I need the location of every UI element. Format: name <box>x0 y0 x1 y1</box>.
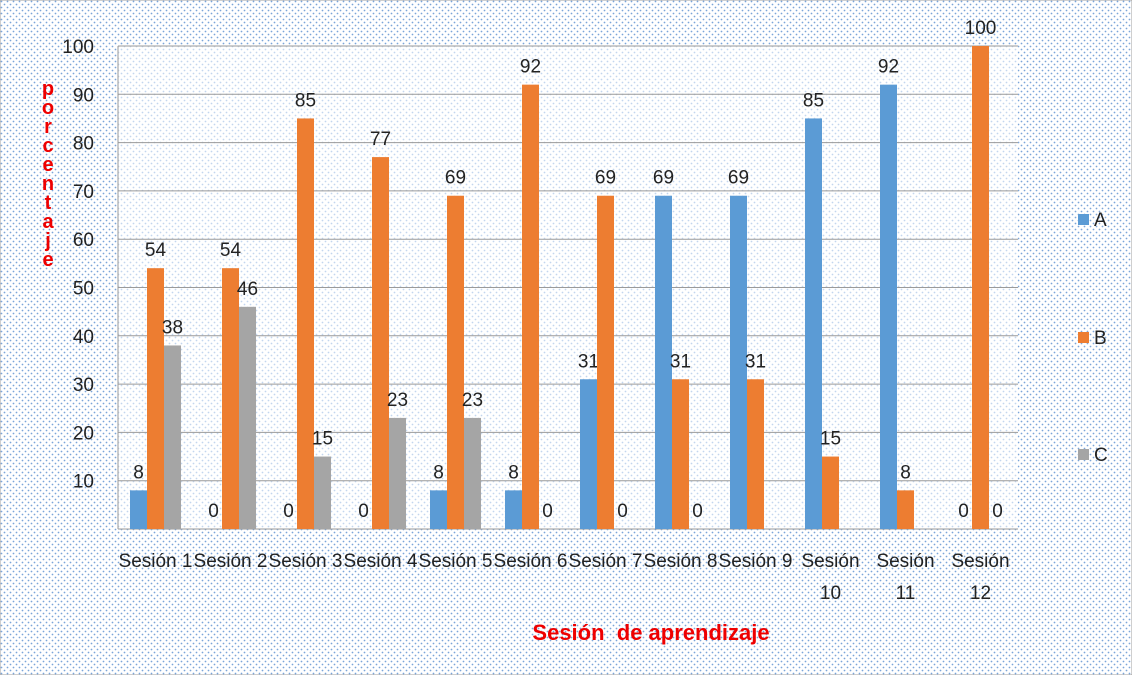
x-tick-label: Sesión 2 <box>193 551 268 572</box>
data-label: 69 <box>445 168 466 189</box>
y-tick-label: 60 <box>73 230 94 251</box>
data-label: 92 <box>520 57 541 78</box>
bar <box>389 417 406 529</box>
legend-label: C <box>1094 445 1108 466</box>
x-tick-label: Sesión 1 <box>118 551 193 572</box>
data-label: 23 <box>387 390 408 411</box>
bar <box>430 490 447 529</box>
data-label: 85 <box>803 90 824 111</box>
y-tick-label: 10 <box>73 472 94 493</box>
bar <box>747 379 764 529</box>
bar <box>164 345 181 529</box>
bar <box>147 268 164 529</box>
data-label: 92 <box>878 57 899 78</box>
x-tick-label: Sesión 11 <box>876 551 935 604</box>
data-label: 77 <box>370 129 391 150</box>
x-tick-label: Sesión 6 <box>493 551 568 572</box>
data-label: 8 <box>508 462 519 483</box>
bar <box>130 490 147 529</box>
bar <box>505 490 522 529</box>
data-label: 0 <box>542 501 553 522</box>
data-label: 15 <box>312 429 333 450</box>
x-tick-label: Sesión 12 <box>951 551 1010 604</box>
x-tick-label: Sesión 10 <box>801 551 860 604</box>
bar <box>464 417 481 529</box>
y-tick-label: 50 <box>73 279 94 300</box>
data-label: 69 <box>653 168 674 189</box>
bar <box>372 157 389 529</box>
legend-label: B <box>1094 328 1107 349</box>
y-tick-label: 90 <box>73 85 94 106</box>
bar <box>655 195 672 530</box>
x-tick-label: Sesión 4 <box>343 551 418 572</box>
data-label: 54 <box>145 240 167 261</box>
data-label: 0 <box>992 501 1003 522</box>
x-axis-title: Sesión de aprendizaje <box>532 620 770 645</box>
bar <box>522 84 539 529</box>
data-label: 8 <box>433 462 444 483</box>
y-tick-label: 40 <box>73 327 94 348</box>
data-label: 31 <box>670 351 691 372</box>
data-label: 31 <box>578 351 599 372</box>
legend-swatch <box>1078 449 1089 460</box>
bar <box>805 118 822 529</box>
bar <box>880 84 897 529</box>
data-label: 46 <box>237 279 258 300</box>
bar <box>447 195 464 530</box>
bar <box>239 306 256 529</box>
y-axis-title: porcentaje <box>37 78 59 268</box>
y-tick-label: 70 <box>73 182 94 203</box>
data-label: 69 <box>595 168 616 189</box>
bar <box>730 195 747 530</box>
data-label: 0 <box>958 501 969 522</box>
data-label: 15 <box>820 429 841 450</box>
x-tick-label: Sesión 3 <box>268 551 343 572</box>
data-label: 0 <box>692 501 703 522</box>
x-tick-label: Sesión 8 <box>643 551 718 572</box>
data-label: 31 <box>745 351 766 372</box>
bar <box>972 46 989 529</box>
x-tick-label: Sesión 5 <box>418 551 493 572</box>
data-label: 8 <box>133 462 144 483</box>
data-label: 85 <box>295 90 316 111</box>
bar <box>597 195 614 530</box>
legend-swatch <box>1078 332 1089 343</box>
y-tick-label: 20 <box>73 423 94 444</box>
legend-swatch <box>1078 214 1089 225</box>
data-label: 0 <box>283 501 294 522</box>
data-label: 100 <box>965 18 997 39</box>
data-label: 54 <box>220 240 242 261</box>
bar <box>822 456 839 529</box>
data-label: 0 <box>617 501 628 522</box>
y-tick-label: 80 <box>73 134 94 155</box>
data-label: 0 <box>208 501 219 522</box>
data-label: 23 <box>462 390 483 411</box>
y-tick-label: 30 <box>73 375 94 396</box>
bar <box>314 456 331 529</box>
data-label: 8 <box>900 462 911 483</box>
legend-label: A <box>1094 210 1107 231</box>
y-tick-label: 100 <box>62 37 94 58</box>
bar <box>297 118 314 529</box>
bar <box>897 490 914 529</box>
data-label: 69 <box>728 168 749 189</box>
bar <box>222 268 239 529</box>
data-label: 0 <box>358 501 369 522</box>
bar <box>580 379 597 529</box>
data-label: 38 <box>162 317 183 338</box>
x-tick-label: Sesión 7 <box>568 551 643 572</box>
x-tick-label: Sesión 9 <box>718 551 793 572</box>
bar <box>672 379 689 529</box>
